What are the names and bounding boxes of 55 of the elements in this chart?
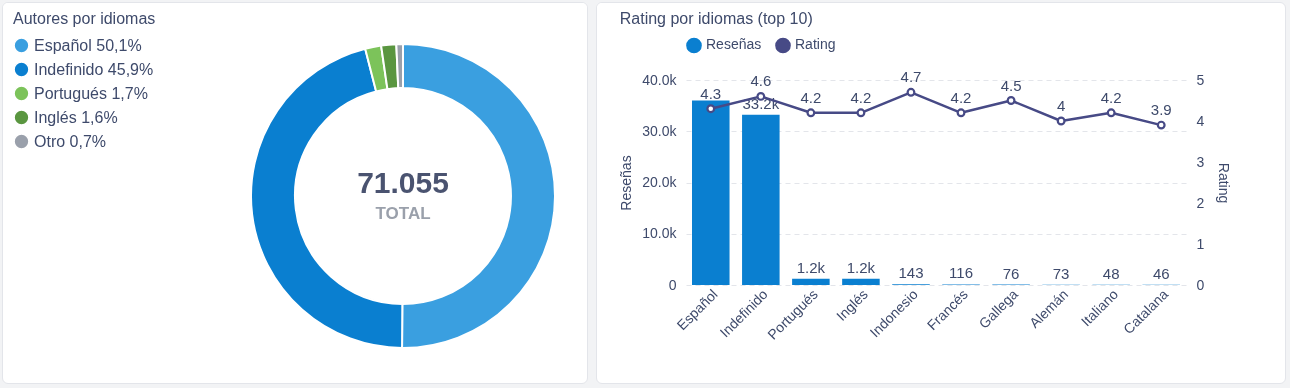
text: TOTAL (375, 204, 431, 223)
point (956, 108, 966, 118)
legend-label: Reseñas (706, 36, 762, 53)
y2-tick-label: 1 (1196, 235, 1205, 252)
data-label: 1.2k (796, 258, 826, 276)
data-label: 4 (1056, 97, 1066, 114)
data-label: 4.6 (750, 72, 772, 90)
data-label: 4.2 (850, 88, 872, 106)
data-label: 76 (1002, 264, 1020, 282)
point (1056, 116, 1066, 126)
point (1106, 108, 1116, 118)
y2-axis-title: Rating (1216, 162, 1233, 204)
data-label: 4.2 (1100, 88, 1122, 106)
data-label: 46 (1152, 264, 1170, 282)
legend-label: Portugués 1,7% (34, 84, 148, 102)
legend-label: Otro 0,7% (34, 132, 107, 150)
y-tick-label: 30.0k (642, 122, 678, 139)
y-tick-label: 20.0k (642, 174, 678, 190)
data-label: 116 (949, 264, 973, 282)
y2-tick-label: 3 (1196, 153, 1205, 170)
y2-tick-label: 4 (1196, 112, 1205, 129)
data-label: 4.2 (950, 88, 972, 106)
text: 71.055 (357, 166, 449, 199)
y-axis-title: Reseñas (618, 155, 635, 211)
data-label: 4.2 (800, 88, 822, 106)
legend-label: Rating (795, 36, 836, 53)
point (1006, 96, 1016, 105)
bar (792, 278, 830, 285)
y-tick-label: 10.0k (642, 225, 678, 242)
data-label: 48 (1102, 264, 1120, 282)
y-tick-label: 40.0k (642, 71, 678, 88)
y2-tick-label: 5 (1196, 71, 1205, 88)
legend-label: Español 50,1% (34, 36, 142, 54)
data-label: 4.3 (700, 84, 722, 102)
data-label: 4.7 (900, 68, 922, 86)
bar (742, 114, 780, 285)
point (806, 108, 816, 118)
data-label: 1.2k (846, 258, 876, 276)
legend-label: Inglés 1,6% (34, 108, 118, 126)
data-label: 3.9 (1150, 101, 1172, 119)
y2-tick-label: 0 (1196, 276, 1205, 293)
legend-label: Indefinido 45,9% (34, 60, 154, 78)
bar (692, 100, 730, 285)
point (706, 104, 716, 114)
data-label: 73 (1052, 264, 1070, 282)
y2-tick-label: 2 (1196, 194, 1205, 211)
y-tick-label: 0 (668, 276, 677, 293)
point (856, 108, 866, 118)
bar (842, 278, 880, 285)
chart-title: Rating por idiomas (top 10) (619, 10, 813, 27)
point (906, 87, 916, 97)
point (1156, 120, 1166, 130)
data-label: 4.5 (1000, 76, 1022, 94)
chart-title: Autores por idiomas (13, 10, 156, 27)
data-label: 143 (898, 264, 924, 282)
